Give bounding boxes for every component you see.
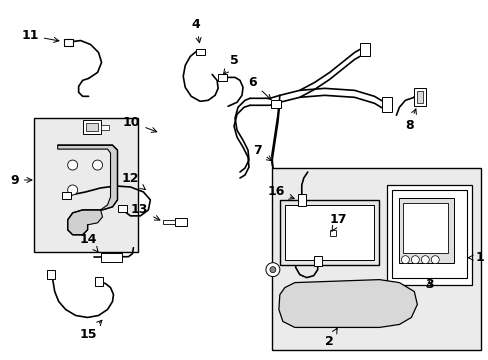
Circle shape (430, 256, 438, 264)
Circle shape (67, 160, 78, 170)
Bar (175, 218, 187, 226)
Bar (218, 75, 226, 81)
Text: 7: 7 (253, 144, 271, 161)
Bar (270, 100, 280, 108)
Text: 4: 4 (191, 18, 201, 43)
Bar (34, 118, 138, 252)
Bar (413, 88, 426, 106)
Bar (399, 198, 453, 263)
Bar (416, 91, 423, 103)
Text: 16: 16 (267, 185, 294, 199)
Circle shape (269, 267, 275, 273)
Text: 9: 9 (10, 174, 32, 186)
Polygon shape (278, 280, 416, 328)
Text: 3: 3 (424, 278, 433, 291)
Text: 12: 12 (122, 171, 145, 190)
Bar (63, 39, 73, 45)
Bar (359, 42, 369, 57)
Bar (329, 230, 335, 236)
Text: 17: 17 (329, 213, 346, 231)
Text: 15: 15 (80, 320, 102, 341)
Text: 10: 10 (122, 116, 156, 132)
Circle shape (401, 256, 408, 264)
Bar (297, 194, 305, 206)
Polygon shape (58, 145, 117, 235)
Bar (196, 49, 205, 55)
Bar (163, 220, 175, 224)
Circle shape (92, 160, 102, 170)
Text: 1: 1 (468, 251, 483, 264)
Bar (403, 203, 447, 253)
Bar (47, 270, 55, 279)
Text: 6: 6 (248, 76, 270, 100)
Bar (313, 256, 321, 266)
Bar (386, 185, 471, 285)
Bar (61, 192, 71, 199)
Bar (285, 205, 374, 260)
Text: 14: 14 (79, 233, 98, 252)
Text: 8: 8 (404, 109, 415, 132)
Text: 2: 2 (325, 328, 336, 348)
Bar (94, 276, 102, 285)
Circle shape (410, 256, 419, 264)
Circle shape (67, 185, 78, 195)
Bar (382, 97, 392, 112)
Bar (101, 125, 108, 130)
Bar (82, 120, 101, 134)
Bar (392, 190, 466, 278)
Text: 11: 11 (21, 29, 59, 42)
Bar (118, 205, 127, 212)
Bar (101, 253, 122, 262)
Bar (271, 168, 480, 350)
Text: 5: 5 (223, 54, 238, 75)
Circle shape (421, 256, 428, 264)
Bar (85, 123, 98, 131)
Text: 13: 13 (131, 203, 160, 220)
Bar (279, 200, 379, 265)
Circle shape (265, 263, 279, 276)
